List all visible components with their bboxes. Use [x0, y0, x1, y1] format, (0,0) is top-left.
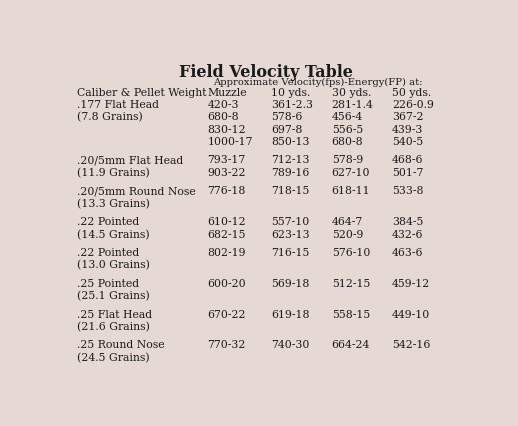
Text: 623-13: 623-13: [271, 230, 310, 239]
Text: 449-10: 449-10: [392, 310, 430, 320]
Text: 30 yds.: 30 yds.: [332, 88, 371, 98]
Text: 789-16: 789-16: [271, 168, 310, 178]
Text: .22 Pointed: .22 Pointed: [77, 248, 139, 258]
Text: (13.3 Grains): (13.3 Grains): [77, 199, 150, 209]
Text: 512-15: 512-15: [332, 279, 370, 289]
Text: 463-6: 463-6: [392, 248, 423, 258]
Text: 367-2: 367-2: [392, 112, 423, 122]
Text: 464-7: 464-7: [332, 217, 363, 227]
Text: 468-6: 468-6: [392, 155, 423, 165]
Text: 569-18: 569-18: [271, 279, 310, 289]
Text: 540-5: 540-5: [392, 137, 423, 147]
Text: 830-12: 830-12: [207, 124, 246, 135]
Text: 10 yds.: 10 yds.: [271, 88, 311, 98]
Text: .25 Round Nose: .25 Round Nose: [77, 340, 164, 351]
Text: 697-8: 697-8: [271, 124, 303, 135]
Text: 712-13: 712-13: [271, 155, 310, 165]
Text: (11.9 Grains): (11.9 Grains): [77, 168, 150, 178]
Text: 520-9: 520-9: [332, 230, 363, 239]
Text: 682-15: 682-15: [207, 230, 246, 239]
Text: 459-12: 459-12: [392, 279, 430, 289]
Text: Caliber & Pellet Weight: Caliber & Pellet Weight: [77, 88, 206, 98]
Text: 850-13: 850-13: [271, 137, 310, 147]
Text: (13.0 Grains): (13.0 Grains): [77, 260, 150, 271]
Text: 456-4: 456-4: [332, 112, 363, 122]
Text: 420-3: 420-3: [207, 100, 239, 109]
Text: 226-0.9: 226-0.9: [392, 100, 434, 109]
Text: .25 Flat Head: .25 Flat Head: [77, 310, 152, 320]
Text: 558-15: 558-15: [332, 310, 370, 320]
Text: (21.6 Grains): (21.6 Grains): [77, 322, 150, 332]
Text: 1000-17: 1000-17: [207, 137, 253, 147]
Text: 716-15: 716-15: [271, 248, 310, 258]
Text: 432-6: 432-6: [392, 230, 423, 239]
Text: 680-8: 680-8: [332, 137, 363, 147]
Text: 361-2.3: 361-2.3: [271, 100, 313, 109]
Text: (7.8 Grains): (7.8 Grains): [77, 112, 142, 122]
Text: 50 yds.: 50 yds.: [392, 88, 431, 98]
Text: 680-8: 680-8: [207, 112, 239, 122]
Text: 600-20: 600-20: [207, 279, 246, 289]
Text: (24.5 Grains): (24.5 Grains): [77, 353, 149, 363]
Text: 619-18: 619-18: [271, 310, 310, 320]
Text: .25 Pointed: .25 Pointed: [77, 279, 139, 289]
Text: 670-22: 670-22: [207, 310, 246, 320]
Text: 556-5: 556-5: [332, 124, 363, 135]
Text: 718-15: 718-15: [271, 186, 310, 196]
Text: 618-11: 618-11: [332, 186, 370, 196]
Text: Muzzle: Muzzle: [207, 88, 247, 98]
Text: (14.5 Grains): (14.5 Grains): [77, 230, 149, 240]
Text: .20/5mm Flat Head: .20/5mm Flat Head: [77, 155, 183, 165]
Text: 439-3: 439-3: [392, 124, 423, 135]
FancyBboxPatch shape: [55, 42, 476, 389]
Text: .22 Pointed: .22 Pointed: [77, 217, 139, 227]
Text: 802-19: 802-19: [207, 248, 246, 258]
Text: .20/5mm Round Nose: .20/5mm Round Nose: [77, 186, 195, 196]
Text: 281-1.4: 281-1.4: [332, 100, 373, 109]
Text: 501-7: 501-7: [392, 168, 423, 178]
Text: 578-9: 578-9: [332, 155, 363, 165]
Text: 610-12: 610-12: [207, 217, 246, 227]
Text: 578-6: 578-6: [271, 112, 303, 122]
Text: 776-18: 776-18: [207, 186, 246, 196]
Text: Field Velocity Table: Field Velocity Table: [179, 63, 352, 81]
Text: (25.1 Grains): (25.1 Grains): [77, 291, 150, 302]
Text: 903-22: 903-22: [207, 168, 246, 178]
Text: 557-10: 557-10: [271, 217, 310, 227]
Text: Approximate Velocity(fps)-Energy(FP) at:: Approximate Velocity(fps)-Energy(FP) at:: [213, 78, 422, 87]
Text: 533-8: 533-8: [392, 186, 423, 196]
Text: 627-10: 627-10: [332, 168, 370, 178]
Text: 542-16: 542-16: [392, 340, 430, 351]
Text: .177 Flat Head: .177 Flat Head: [77, 100, 159, 109]
Text: 770-32: 770-32: [207, 340, 246, 351]
Text: 384-5: 384-5: [392, 217, 423, 227]
Text: 576-10: 576-10: [332, 248, 370, 258]
Text: 664-24: 664-24: [332, 340, 370, 351]
Text: 740-30: 740-30: [271, 340, 310, 351]
Text: 793-17: 793-17: [207, 155, 246, 165]
